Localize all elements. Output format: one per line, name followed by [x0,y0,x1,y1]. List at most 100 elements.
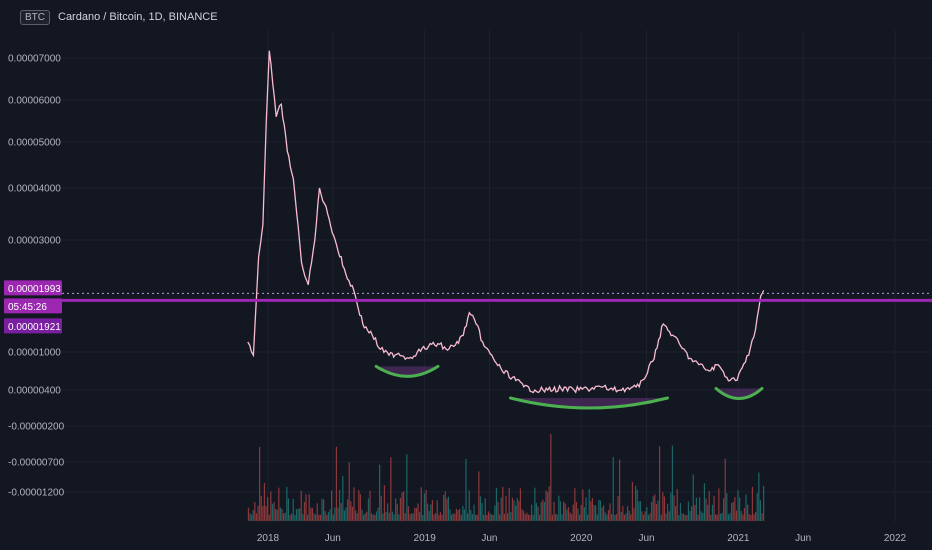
volume-bar [659,446,661,521]
volume-bar [572,504,574,521]
volume-bar [620,511,622,521]
volume-bar [422,514,424,521]
y-tick-label: -0.00001200 [8,488,65,499]
volume-bar [567,507,570,521]
volume-bar [446,498,448,521]
volume-bar [606,514,608,521]
volume-bar [331,490,333,521]
volume-bar [497,501,499,521]
volume-bar [599,500,602,521]
volume-bar [409,514,411,521]
volume-bar [460,514,462,521]
volume-bar [598,499,600,521]
x-tick-label: Jun [325,533,341,544]
volume-bar [723,498,725,521]
price-tag-label: 0.00001993 [8,284,61,295]
y-axis: 0.00007000 0.00006000 0.00005000 0.00004000… [8,54,65,499]
volume-bar [335,446,338,521]
volume-bar [435,513,437,521]
volume-bar [326,514,328,521]
volume-bar [747,504,749,521]
volume-bar [649,513,651,521]
volume-bar [591,497,594,521]
volume-bar [627,506,629,521]
volume-bar [508,487,510,521]
volume-bar [529,514,531,521]
volume-bar [737,490,739,521]
volume-bar [395,498,397,521]
volume-bar [763,485,765,521]
volume-bar [695,497,698,521]
volume-bar [385,511,387,521]
chart-header: BTC Cardano / Bitcoin, 1D, BINANCE [20,8,218,26]
volume-bar [401,492,403,521]
volume-bar [375,511,378,521]
volume-bar [366,511,368,521]
volume-bar [587,514,589,521]
volume-bar [380,495,382,521]
volume-bar [430,504,432,521]
volume-bar [391,511,394,521]
currency-badge[interactable]: BTC [20,9,50,25]
volume-bar [393,514,395,521]
volume-bar [455,508,458,521]
volume-bar [745,494,747,521]
volume-bar [742,514,744,521]
volume-bar [692,474,694,521]
volume-bar [281,508,283,521]
volume-bar [751,486,754,521]
x-axis: 2018 Jun 2019 Jun 2020 Jun 2021 Jun 2022 [257,533,907,544]
volume-bar [371,513,373,521]
volume-bar [503,514,506,521]
volume-bar [447,496,450,521]
volume-bar [548,486,550,521]
volume-bar [556,514,558,521]
volume-bar [459,508,461,521]
volume-bar [657,500,659,521]
arc-annotation [374,364,440,378]
volume-bar [484,498,486,521]
volume-bar [550,433,552,521]
volume-bar [721,512,723,521]
volume-bar [502,486,504,521]
volume-bar [449,509,451,521]
volume-bar [724,458,726,521]
volume-bar [327,512,330,521]
volume-bar [734,497,736,521]
x-tick-label: 2022 [884,533,907,544]
volume-bar [487,511,490,521]
volume-bar [396,503,398,521]
volume-bar [516,498,518,521]
volume-bar [500,497,502,521]
volume-bar [534,487,536,521]
volume-bar [729,512,731,521]
volume-bar [316,503,318,521]
volume-bar [679,502,682,521]
volume-bar [276,509,278,521]
volume-bar [382,513,384,521]
volume-bar [476,514,478,521]
volume-bar [652,496,654,521]
volume-bar [379,464,381,521]
volume-bar [759,500,762,521]
volume-bar [531,504,533,521]
volume-bar [667,503,669,521]
volume-bar [451,514,453,521]
volume-bar [707,504,709,521]
volume-bar [295,509,298,521]
volume-bar [660,514,662,521]
volume-bar [505,495,507,521]
price-tag: 0.00001993 [4,280,62,296]
volume-bar [654,494,656,521]
volume-bar [294,514,296,521]
volume-bar [260,495,262,521]
volume-bar [713,495,715,521]
volume-bar [419,512,421,521]
volume-bar [583,507,586,521]
volume-bar [283,513,285,521]
volume-bar [735,510,738,521]
volume-bar [702,512,704,521]
volume-bar [635,485,637,521]
volume-bar [582,489,584,521]
